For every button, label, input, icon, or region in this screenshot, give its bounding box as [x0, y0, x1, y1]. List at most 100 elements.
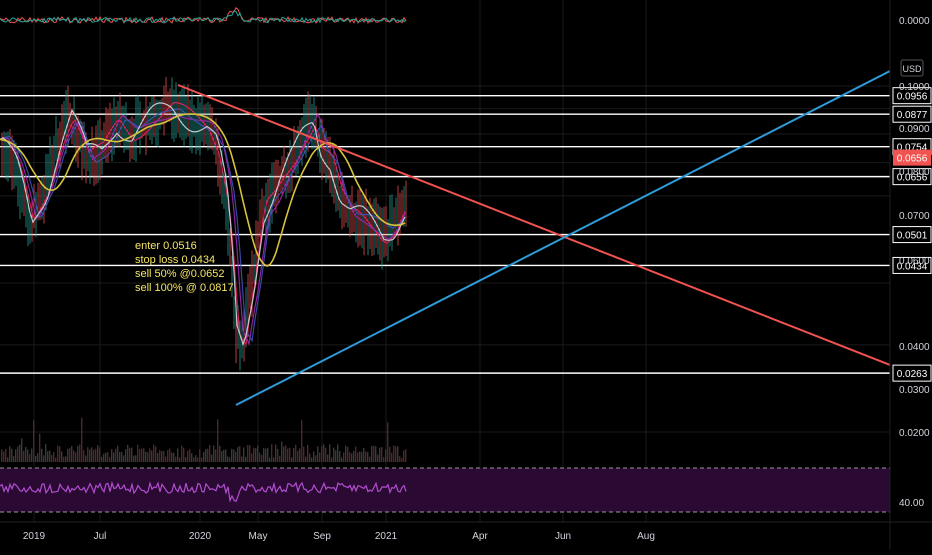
volume-bar — [181, 445, 183, 462]
volume-bar — [201, 457, 203, 462]
volume-bar — [339, 451, 341, 462]
volume-bar — [23, 450, 25, 462]
level-label-box — [892, 168, 932, 186]
volume-bar — [115, 448, 117, 462]
volume-bar — [101, 456, 103, 462]
volume-bar — [213, 445, 215, 462]
volume-bar — [57, 445, 59, 462]
volume-bar — [131, 447, 133, 462]
volume-bar — [289, 447, 291, 462]
volume-bar — [123, 455, 125, 462]
volume-bar — [251, 453, 253, 462]
volume-bar — [245, 456, 247, 462]
volume-bar — [315, 455, 317, 462]
volume-bar — [277, 449, 279, 462]
volume-bar — [105, 452, 107, 462]
volume-bar — [197, 457, 199, 462]
volume-bar — [71, 445, 73, 462]
level-label: 0.0263 — [897, 369, 928, 380]
volume-bar — [321, 446, 323, 462]
price-tick-label: 0.1000 — [899, 82, 930, 93]
price-tick-label: 0.0700 — [899, 211, 930, 222]
volume-bar — [369, 456, 371, 462]
volume-bar — [259, 452, 261, 462]
oscillator-line-b — [0, 10, 407, 24]
volume-bar — [47, 451, 49, 462]
volume-bar — [73, 450, 75, 462]
volume-bar — [151, 450, 153, 462]
volume-bar — [135, 455, 137, 462]
volume-bar — [77, 446, 79, 462]
volume-bar — [227, 456, 229, 462]
annotation-line: sell 50% @0.0652 — [135, 268, 224, 280]
rsi-line — [0, 480, 407, 503]
volume-bar — [17, 446, 19, 462]
volume-bar — [59, 446, 61, 462]
level-label-box — [892, 364, 932, 382]
volume-bar — [89, 449, 91, 462]
volume-bar — [207, 448, 209, 462]
volume-bar — [127, 444, 129, 462]
price-tick-label: 0.0400 — [899, 342, 930, 353]
volume-bar — [373, 445, 375, 462]
rsi-axis-label: 40.00 — [899, 498, 924, 509]
volume-bar — [371, 445, 373, 462]
volume-bar — [97, 445, 99, 462]
volume-bar — [309, 453, 311, 462]
volume-bar — [79, 444, 81, 462]
volume-bar — [9, 446, 11, 462]
volume-bar — [295, 444, 297, 462]
volume-bar — [103, 453, 105, 462]
volume-bar — [387, 422, 389, 462]
level-label: 0.0877 — [897, 110, 928, 121]
volume-bar — [269, 457, 271, 462]
volume-bar — [215, 449, 217, 462]
volume-bar — [235, 451, 237, 462]
annotation-line: enter 0.0516 — [135, 240, 197, 252]
volume-bar — [337, 444, 339, 462]
volume-bar — [109, 457, 111, 462]
volume-bar — [137, 444, 139, 462]
volume-bar — [239, 445, 241, 462]
annotation-line: stop loss 0.0434 — [135, 254, 215, 266]
volume-bar — [7, 457, 9, 462]
volume-bar — [267, 447, 269, 462]
volume-bar — [279, 455, 281, 462]
volume-bar — [147, 452, 149, 462]
price-tick-label: 0.0200 — [899, 428, 930, 439]
volume-bar — [345, 445, 347, 462]
level-label: 0.0656 — [897, 173, 928, 184]
volume-bar — [155, 446, 157, 462]
volume-bar — [5, 448, 7, 462]
trendlines[interactable] — [177, 70, 891, 406]
volume-bar — [193, 457, 195, 462]
volume-bar — [247, 444, 249, 462]
volume-bar — [69, 447, 71, 462]
volume-bar — [365, 451, 367, 462]
volume-bar — [263, 448, 265, 462]
volume-bar — [107, 452, 109, 462]
volume-bar — [203, 451, 205, 462]
volume-bar — [361, 451, 363, 462]
volume-bar — [303, 446, 305, 462]
volume-bar — [81, 417, 83, 462]
volume-bar — [3, 451, 5, 462]
volume-bar — [65, 456, 67, 462]
volume-bar — [67, 448, 69, 462]
volume-bar — [161, 451, 163, 462]
time-tick-label: Aug — [637, 531, 655, 542]
currency-label: USD — [902, 64, 922, 74]
price-axis[interactable]: 0.09560.08770.07540.06560.05010.04340.02… — [892, 59, 932, 439]
volume-bar — [159, 450, 161, 462]
ma-line-medium — [0, 113, 406, 347]
volume-bar — [165, 456, 167, 462]
volume-bar — [45, 444, 47, 462]
volume-bar — [149, 448, 151, 462]
volume-bar — [331, 457, 333, 462]
volume-bar — [355, 446, 357, 462]
volume-bar — [379, 447, 381, 462]
trendline-ascending — [235, 70, 891, 406]
